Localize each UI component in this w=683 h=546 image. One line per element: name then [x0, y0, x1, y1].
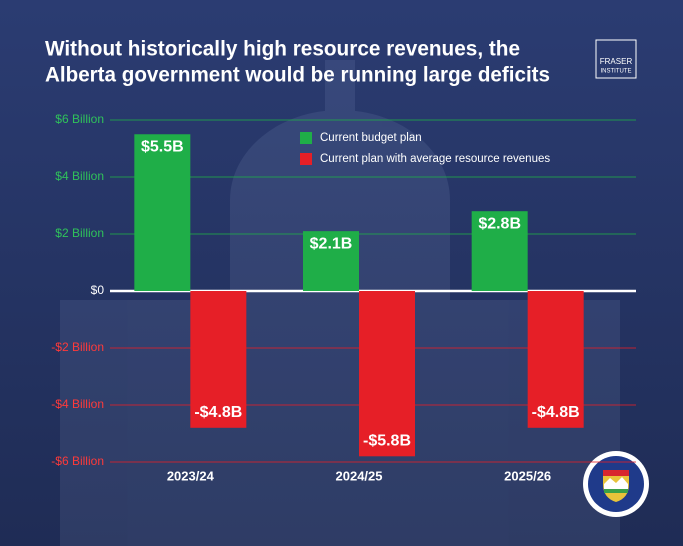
alberta-emblem [583, 451, 649, 517]
y-tick-label: -$6 Billion [51, 454, 104, 468]
logo-text: INSTITUTE [601, 69, 632, 75]
bar [303, 231, 359, 291]
logo-box [595, 39, 637, 79]
x-tick-label: 2025/26 [504, 468, 551, 483]
y-tick-label: $0 [91, 283, 105, 297]
value-label: -$4.8B [194, 404, 242, 421]
logo-text: FRASER [600, 57, 633, 66]
bar [359, 291, 415, 457]
legend-label: Current plan with average resource reven… [320, 153, 550, 165]
value-label: -$4.8B [532, 404, 580, 421]
y-tick-label: $6 Billion [55, 112, 104, 126]
chart-title: Without historically high resource reven… [45, 38, 520, 61]
y-tick-label: $2 Billion [55, 226, 104, 240]
bar [471, 211, 528, 291]
value-label: $2.8B [478, 215, 521, 232]
building-silhouette [60, 60, 620, 546]
chart-title: Alberta government would be running larg… [45, 64, 550, 87]
legend-label: Current budget plan [320, 132, 422, 144]
bar [134, 134, 191, 291]
x-tick-label: 2023/24 [167, 468, 215, 483]
bar [190, 291, 247, 428]
value-label: -$5.8B [363, 433, 411, 450]
y-tick-label: -$4 Billion [51, 397, 104, 411]
legend-swatch [300, 153, 312, 165]
value-label: $2.1B [310, 235, 353, 252]
y-tick-label: $4 Billion [55, 169, 104, 183]
value-label: $5.5B [141, 138, 184, 155]
bar [527, 291, 584, 428]
legend-swatch [300, 132, 312, 144]
x-tick-label: 2024/25 [336, 468, 383, 483]
y-tick-label: -$2 Billion [51, 340, 104, 354]
